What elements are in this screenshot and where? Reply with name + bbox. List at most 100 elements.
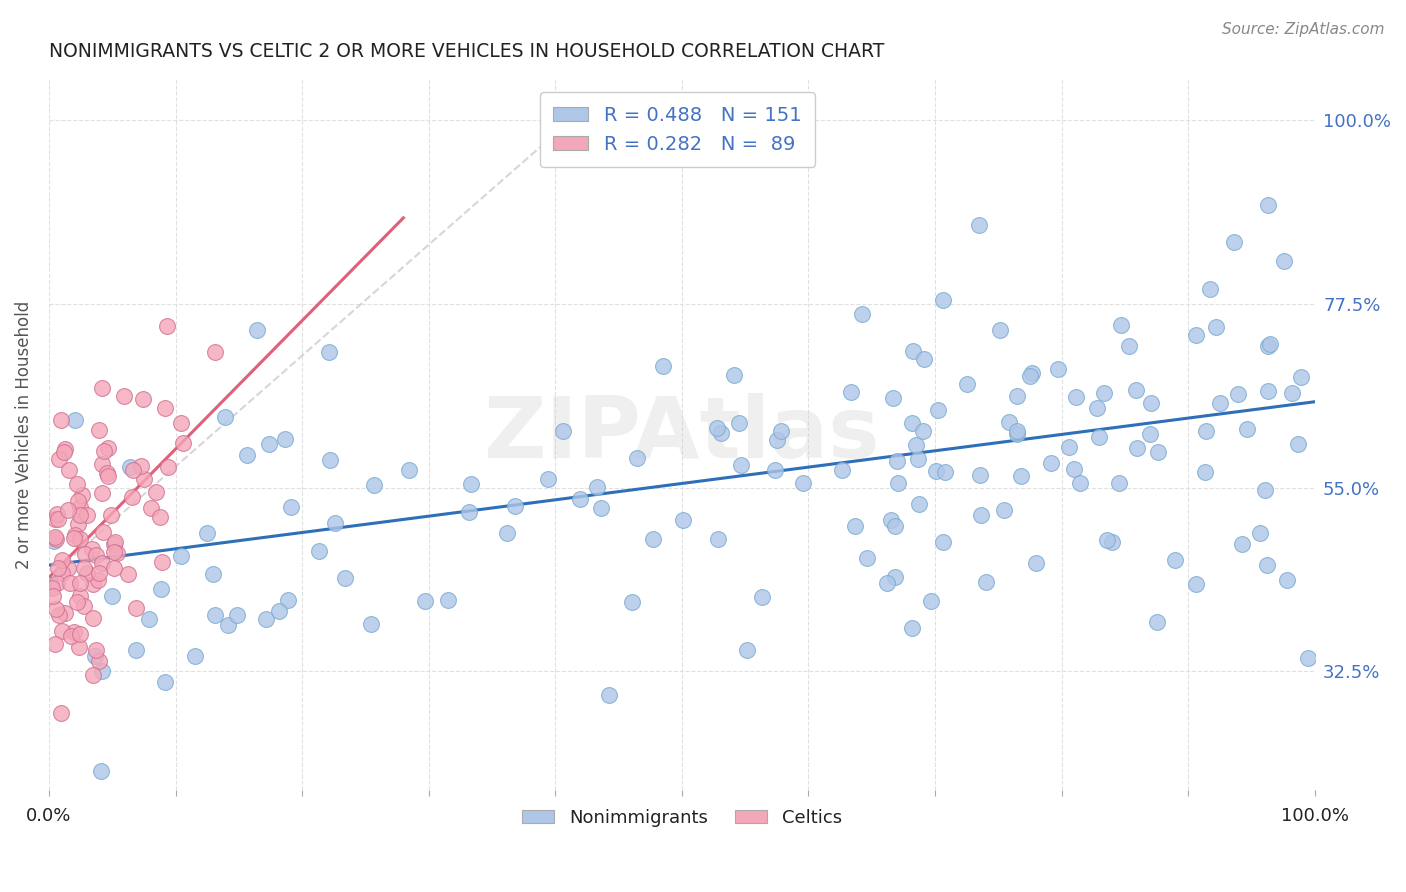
- Point: [1118, 339, 1140, 353]
- Point: [87, 654, 110, 668]
- Point: [149, 510, 172, 524]
- Point: [363, 478, 385, 492]
- Point: [82, 576, 104, 591]
- Point: [876, 575, 898, 590]
- Point: [103, 544, 125, 558]
- Point: [59, 576, 82, 591]
- Point: [157, 459, 180, 474]
- Point: [170, 416, 193, 430]
- Point: [53, 442, 76, 456]
- Point: [184, 649, 207, 664]
- Point: [1088, 430, 1111, 444]
- Point: [626, 450, 648, 465]
- Point: [277, 593, 299, 607]
- Point: [553, 424, 575, 438]
- Point: [274, 432, 297, 446]
- Point: [63, 625, 86, 640]
- Point: [927, 403, 949, 417]
- Point: [63, 531, 86, 545]
- Point: [1205, 319, 1227, 334]
- Point: [87, 573, 110, 587]
- Point: [156, 319, 179, 334]
- Point: [131, 458, 153, 473]
- Point: [710, 425, 733, 440]
- Point: [91, 381, 114, 395]
- Point: [82, 611, 104, 625]
- Point: [58, 463, 80, 477]
- Point: [101, 589, 124, 603]
- Point: [1230, 537, 1253, 551]
- Point: [103, 537, 125, 551]
- Point: [934, 465, 956, 479]
- Point: [1286, 437, 1309, 451]
- Point: [1256, 558, 1278, 572]
- Point: [925, 464, 948, 478]
- Point: [591, 501, 613, 516]
- Point: [993, 502, 1015, 516]
- Point: [1258, 337, 1281, 351]
- Point: [1109, 318, 1132, 332]
- Point: [172, 435, 194, 450]
- Text: Source: ZipAtlas.com: Source: ZipAtlas.com: [1222, 22, 1385, 37]
- Point: [766, 434, 789, 448]
- Point: [87, 423, 110, 437]
- Point: [83, 649, 105, 664]
- Point: [1208, 396, 1230, 410]
- Point: [56, 560, 79, 574]
- Point: [69, 575, 91, 590]
- Text: NONIMMIGRANTS VS CELTIC 2 OR MORE VEHICLES IN HOUSEHOLD CORRELATION CHART: NONIMMIGRANTS VS CELTIC 2 OR MORE VEHICL…: [49, 42, 884, 61]
- Point: [1025, 556, 1047, 570]
- Point: [69, 627, 91, 641]
- Point: [1021, 367, 1043, 381]
- Point: [1092, 386, 1115, 401]
- Point: [912, 352, 935, 367]
- Point: [1066, 390, 1088, 404]
- Point: [1139, 427, 1161, 442]
- Point: [73, 547, 96, 561]
- Point: [437, 592, 460, 607]
- Point: [851, 308, 873, 322]
- Point: [1257, 339, 1279, 353]
- Point: [1005, 427, 1028, 442]
- Point: [1125, 441, 1147, 455]
- Point: [117, 566, 139, 581]
- Point: [72, 488, 94, 502]
- Point: [1194, 466, 1216, 480]
- Point: [1019, 369, 1042, 384]
- Point: [86, 643, 108, 657]
- Point: [226, 608, 249, 623]
- Point: [73, 599, 96, 614]
- Point: [1147, 444, 1170, 458]
- Point: [415, 594, 437, 608]
- Point: [831, 463, 853, 477]
- Point: [69, 590, 91, 604]
- Point: [44, 601, 66, 615]
- Point: [86, 548, 108, 562]
- Point: [707, 532, 730, 546]
- Point: [104, 535, 127, 549]
- Point: [598, 688, 620, 702]
- Point: [333, 571, 356, 585]
- Point: [246, 323, 269, 337]
- Point: [882, 391, 904, 405]
- Point: [887, 476, 910, 491]
- Point: [204, 607, 226, 622]
- Point: [44, 637, 66, 651]
- Point: [1047, 362, 1070, 376]
- Point: [1277, 574, 1299, 588]
- Point: [844, 519, 866, 533]
- Point: [911, 424, 934, 438]
- Point: [988, 323, 1011, 337]
- Point: [706, 421, 728, 435]
- Point: [1289, 370, 1312, 384]
- Point: [886, 453, 908, 467]
- Point: [1069, 476, 1091, 491]
- Point: [125, 643, 148, 657]
- Point: [202, 566, 225, 581]
- Point: [839, 385, 862, 400]
- Point: [48, 451, 70, 466]
- Point: [51, 624, 73, 639]
- Point: [901, 344, 924, 359]
- Point: [51, 553, 73, 567]
- Point: [1164, 552, 1187, 566]
